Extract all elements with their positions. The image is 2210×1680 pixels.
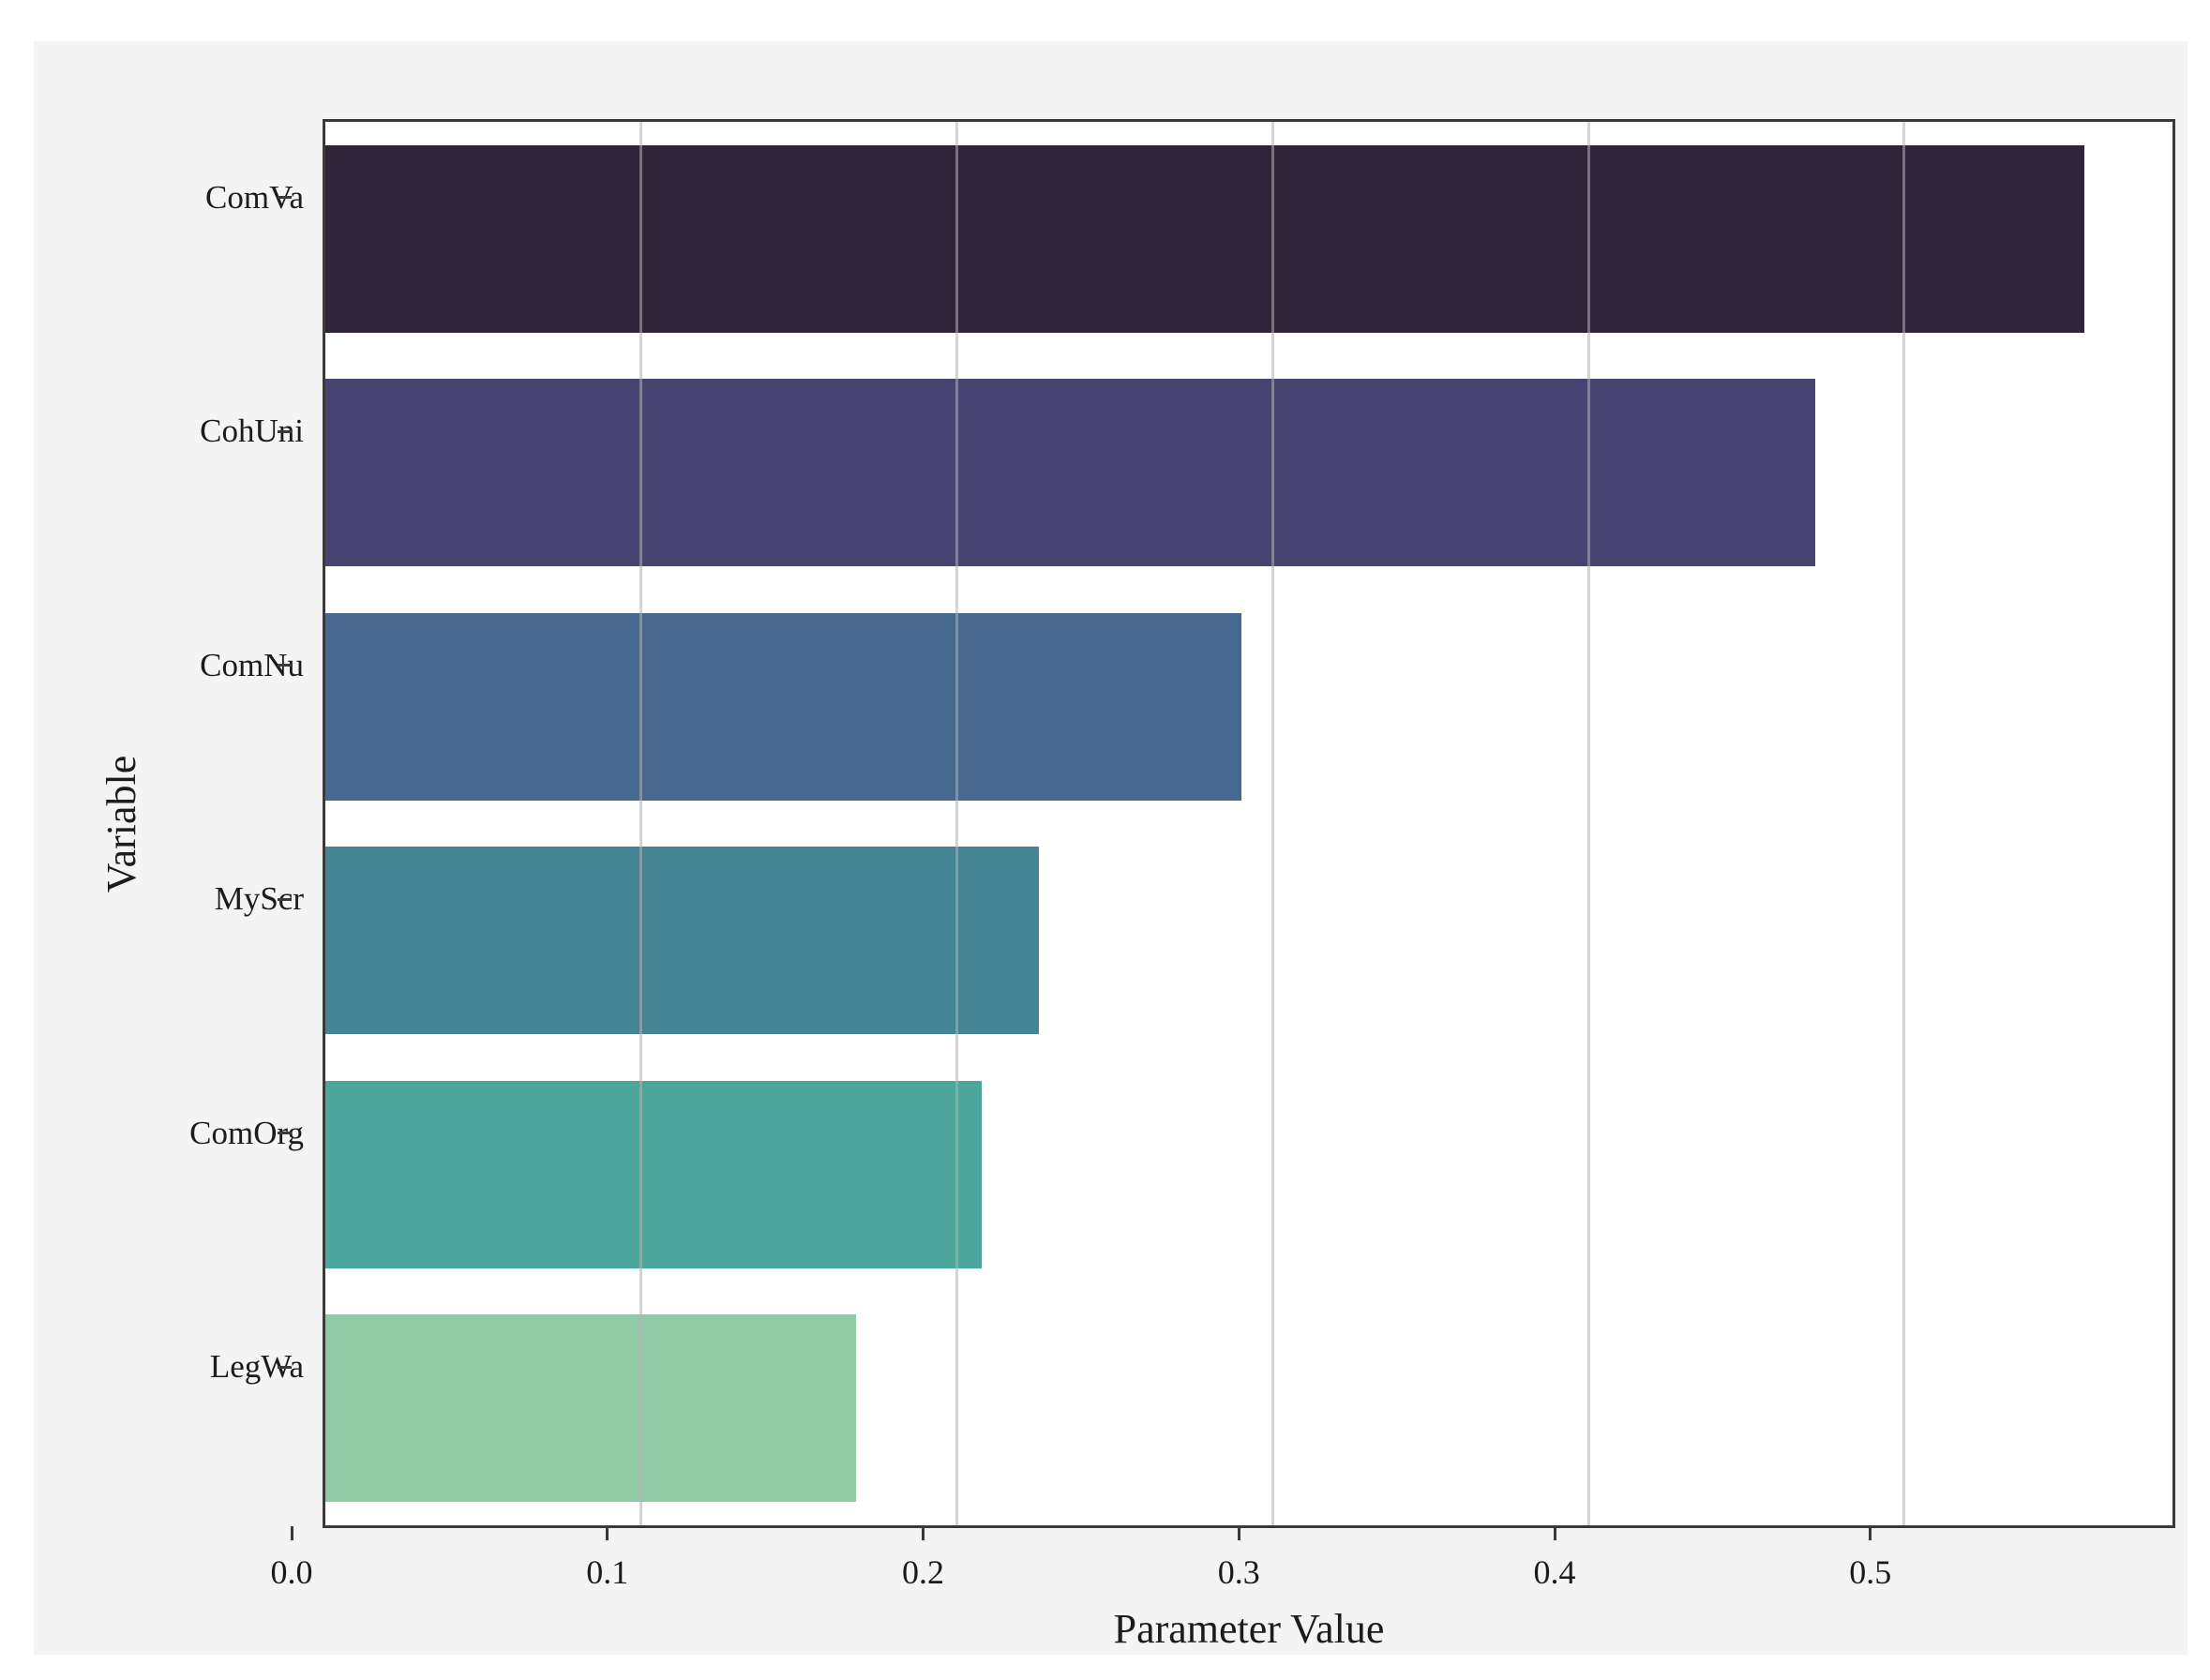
xtick-label-0.0: 0.0 xyxy=(270,1553,313,1591)
xtick-label-0.1: 0.1 xyxy=(586,1553,629,1591)
ytick-mark-LegWa xyxy=(278,1365,292,1369)
ytick-label-CohUni: CohUni xyxy=(200,412,304,450)
xtick-mark-0.0 xyxy=(290,1526,293,1540)
gridline-x-0.4 xyxy=(1586,122,1590,1525)
ytick-label-ComNu: ComNu xyxy=(200,646,304,683)
xtick-mark-0.2 xyxy=(922,1526,925,1540)
plot-area xyxy=(323,119,2175,1528)
bar-ComVa xyxy=(325,144,2084,333)
gridline-x-0.3 xyxy=(1270,122,1274,1525)
xtick-label-0.3: 0.3 xyxy=(1217,1553,1260,1591)
gridline-x-0.5 xyxy=(1902,122,1906,1525)
ytick-mark-CohUni xyxy=(278,429,292,433)
plot-inner-region xyxy=(325,122,2172,1525)
xtick-mark-0.5 xyxy=(1869,1526,1872,1540)
ytick-mark-ComNu xyxy=(278,664,292,668)
y-axis-title: Variable xyxy=(98,755,144,893)
figure-background: ComVa CohUni ComNu MyScr ComOrg LegWa 0.0 0.1 0… xyxy=(34,41,2187,1655)
xtick-mark-0.1 xyxy=(606,1526,609,1540)
xtick-label-0.2: 0.2 xyxy=(902,1553,944,1591)
xtick-label-0.5: 0.5 xyxy=(1849,1553,1892,1591)
ytick-label-ComOrg: ComOrg xyxy=(189,1114,304,1151)
ytick-label-ComVa: ComVa xyxy=(205,178,304,216)
bar-CohUni xyxy=(325,379,1816,567)
bar-ComNu xyxy=(325,612,1241,801)
ytick-mark-ComVa xyxy=(278,196,292,200)
bar-LegWa xyxy=(325,1314,856,1503)
xtick-label-0.4: 0.4 xyxy=(1533,1553,1576,1591)
ytick-label-MyScr: MyScr xyxy=(214,880,304,918)
xtick-mark-0.3 xyxy=(1237,1526,1240,1540)
ytick-mark-MyScr xyxy=(278,897,292,901)
gridline-x-0.2 xyxy=(955,122,958,1525)
xtick-mark-0.4 xyxy=(1553,1526,1556,1540)
bar-MyScr xyxy=(325,847,1040,1035)
ytick-mark-ComOrg xyxy=(278,1132,292,1135)
bar-ComOrg xyxy=(325,1080,983,1268)
x-axis-title: Parameter Value xyxy=(1113,1606,1385,1652)
gridline-x-0.1 xyxy=(639,122,643,1525)
ytick-label-LegWa: LegWa xyxy=(209,1348,304,1386)
